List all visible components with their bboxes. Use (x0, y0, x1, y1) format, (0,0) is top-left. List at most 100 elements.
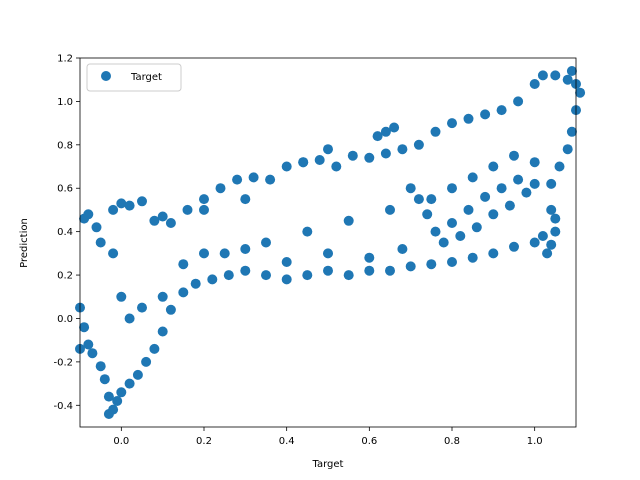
data-point (542, 248, 553, 259)
data-point (488, 161, 499, 172)
data-point (323, 144, 333, 155)
data-point (463, 113, 474, 124)
data-point (430, 226, 441, 237)
y-axis: -0.4 -0.2 0.0 0.2 0.4 0.6 0.8 1.0 1.2 (53, 54, 80, 412)
data-point (496, 183, 507, 194)
plot-frame (79, 57, 577, 428)
data-point (405, 261, 416, 272)
y-axis-label: Prediction (19, 218, 30, 268)
data-point (124, 313, 135, 324)
data-point (132, 369, 143, 380)
x-tick-label: 0.6 (361, 436, 377, 447)
data-point (537, 231, 548, 241)
data-point (215, 183, 226, 194)
data-point (385, 265, 395, 276)
data-point (504, 200, 515, 211)
data-point (137, 302, 147, 313)
y-tick-label: 0.0 (57, 314, 73, 325)
data-point (471, 222, 482, 233)
data-point (521, 187, 532, 198)
data-point (455, 231, 466, 241)
data-point (513, 174, 524, 185)
data-point (137, 196, 147, 207)
data-point (157, 211, 168, 222)
data-point (422, 209, 433, 220)
data-point (116, 387, 127, 398)
data-point (103, 391, 114, 402)
data-point (124, 378, 135, 389)
data-point (509, 150, 519, 161)
y-tick-label: 1.2 (57, 54, 73, 65)
data-point (199, 248, 209, 259)
data-point (372, 131, 383, 142)
legend-box (86, 63, 182, 92)
data-point (116, 198, 127, 209)
data-point (496, 105, 507, 116)
data-point (281, 161, 292, 172)
data-point (343, 215, 354, 226)
data-point (232, 174, 243, 185)
data-point (467, 172, 478, 183)
data-point (529, 79, 540, 89)
data-point (190, 278, 201, 289)
data-point (385, 204, 395, 215)
data-point (323, 248, 333, 259)
data-point (314, 155, 325, 165)
data-point (261, 270, 271, 281)
data-point (240, 244, 251, 254)
data-point (99, 374, 110, 385)
scatter-points (75, 66, 586, 419)
data-point (405, 183, 416, 194)
data-point (413, 139, 424, 150)
data-point (529, 157, 540, 168)
data-point (546, 178, 557, 189)
x-axis-label: Target (312, 459, 344, 470)
data-point (108, 204, 119, 215)
data-point (302, 270, 313, 281)
data-point (302, 226, 313, 237)
x-tick-label: 0.4 (279, 436, 295, 447)
data-point (380, 148, 391, 159)
data-point (413, 194, 424, 205)
data-point (397, 244, 408, 254)
data-point (323, 265, 333, 276)
data-point (141, 356, 152, 367)
data-point (79, 322, 90, 333)
data-point (281, 257, 292, 267)
data-point (157, 326, 168, 337)
y-tick-label: -0.2 (53, 357, 73, 368)
data-point (550, 226, 561, 237)
data-point (343, 270, 354, 281)
data-point (463, 204, 474, 215)
x-tick-label: 0.2 (196, 436, 212, 447)
data-point (347, 150, 358, 161)
x-axis: 0.0 0.2 0.4 0.6 0.8 1.0 (113, 427, 543, 447)
data-point (364, 252, 375, 263)
x-tick-label: 0.8 (444, 436, 460, 447)
data-point (265, 174, 276, 185)
data-point (438, 237, 449, 248)
data-point (149, 215, 160, 226)
data-point (112, 396, 123, 406)
data-point (426, 194, 437, 205)
data-point (178, 287, 189, 298)
legend-marker (101, 71, 111, 81)
y-tick-label: -0.4 (53, 401, 73, 412)
data-point (281, 274, 292, 285)
data-point (157, 291, 168, 302)
y-tick-label: 1.0 (57, 97, 73, 108)
data-point (95, 237, 106, 248)
data-point (509, 241, 519, 252)
data-point (546, 204, 557, 215)
data-point (219, 248, 230, 259)
data-point (566, 126, 577, 137)
data-point (513, 96, 524, 107)
data-point (380, 126, 391, 137)
data-point (116, 291, 127, 302)
data-point (562, 74, 573, 85)
data-point (467, 252, 478, 263)
data-point (261, 237, 271, 248)
data-point (550, 213, 561, 224)
data-point (480, 109, 491, 120)
data-point (199, 194, 209, 205)
